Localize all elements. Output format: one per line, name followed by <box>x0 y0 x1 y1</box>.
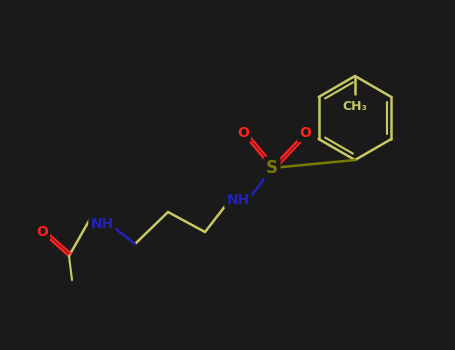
Text: CH₃: CH₃ <box>343 99 368 112</box>
Text: O: O <box>36 225 48 239</box>
Text: NH: NH <box>227 193 250 207</box>
Text: S: S <box>266 159 278 177</box>
Text: NH: NH <box>91 217 114 231</box>
Text: O: O <box>299 126 311 140</box>
Text: O: O <box>237 126 249 140</box>
